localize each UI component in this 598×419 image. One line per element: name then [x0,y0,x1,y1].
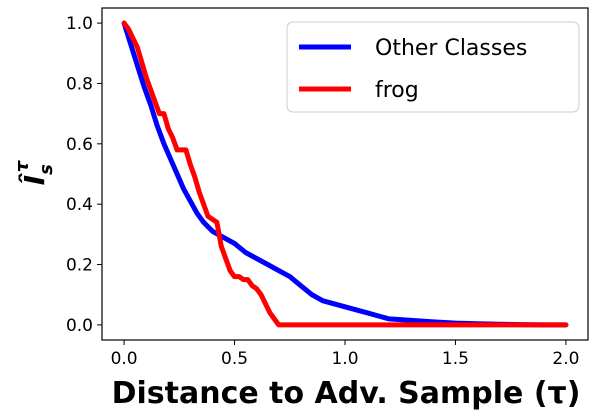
x-tick-label: 2.0 [552,349,579,369]
ticks-layer: 0.0 0.5 1.0 1.5 2.0 0.0 0.2 0.4 0.6 0.8 1.0 [66,14,579,369]
y-tick-label: 0.8 [66,74,93,94]
y-axis-title-main: Î [17,172,51,185]
y-tick-label: 1.0 [66,14,93,34]
x-tick-label: 1.5 [442,349,469,369]
series-layer [121,20,569,328]
y-axis-title-sup: τ [12,160,33,172]
legend-label: frog [375,78,419,103]
y-axis-title-sub: s [36,164,57,175]
y-tick-label: 0.6 [66,135,93,155]
x-tick-label: 1.0 [331,349,358,369]
x-tick-label: 0.5 [221,349,248,369]
legend-box [286,21,580,113]
series-line-frog [121,20,569,328]
legend-label: Other Classes [375,36,527,61]
x-axis-title: Distance to Adv. Sample (τ) [112,376,581,411]
y-tick-label: 0.4 [66,195,93,215]
y-axis-title: Îsτ [12,160,57,185]
x-tick-label: 0.0 [111,349,138,369]
legend: Other Classes frog [286,21,580,113]
series-line-other-classes [121,20,569,328]
y-tick-label: 0.0 [66,316,93,336]
y-tick-label: 0.2 [66,256,93,276]
